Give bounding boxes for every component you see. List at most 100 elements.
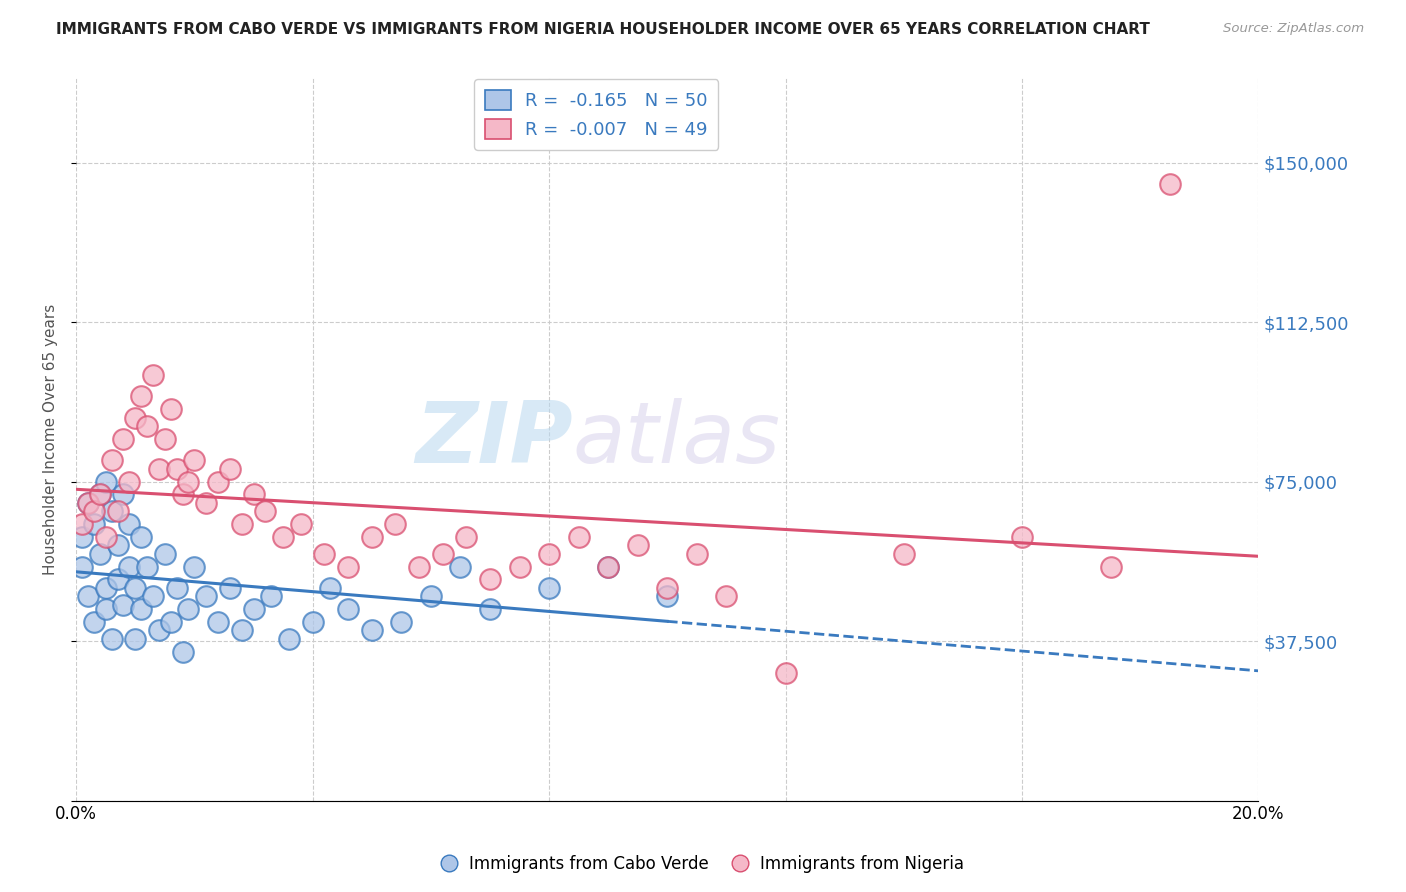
- Point: [686, 547, 709, 561]
- Point: [166, 581, 188, 595]
- Point: [271, 530, 294, 544]
- Point: [70, 517, 93, 532]
- Y-axis label: Householder Income Over 65 years: Householder Income Over 65 years: [44, 303, 58, 574]
- Point: [231, 517, 253, 532]
- Point: [568, 530, 591, 544]
- Point: [254, 504, 277, 518]
- Point: [148, 462, 170, 476]
- Text: Source: ZipAtlas.com: Source: ZipAtlas.com: [1223, 22, 1364, 36]
- Point: [70, 530, 93, 544]
- Point: [195, 496, 218, 510]
- Point: [118, 475, 141, 489]
- Point: [290, 517, 312, 532]
- Point: [301, 615, 323, 629]
- Point: [893, 547, 915, 561]
- Point: [432, 547, 454, 561]
- Point: [360, 624, 382, 638]
- Point: [70, 559, 93, 574]
- Legend: Immigrants from Cabo Verde, Immigrants from Nigeria: Immigrants from Cabo Verde, Immigrants f…: [436, 848, 970, 880]
- Point: [118, 559, 141, 574]
- Point: [153, 547, 176, 561]
- Point: [260, 590, 283, 604]
- Point: [77, 496, 100, 510]
- Point: [107, 538, 129, 552]
- Point: [100, 453, 122, 467]
- Point: [159, 615, 181, 629]
- Point: [100, 504, 122, 518]
- Point: [449, 559, 471, 574]
- Point: [1011, 530, 1033, 544]
- Point: [389, 615, 412, 629]
- Point: [94, 602, 117, 616]
- Point: [419, 590, 441, 604]
- Point: [1099, 559, 1122, 574]
- Point: [360, 530, 382, 544]
- Point: [207, 475, 229, 489]
- Point: [166, 462, 188, 476]
- Point: [278, 632, 301, 646]
- Point: [112, 432, 135, 446]
- Point: [337, 559, 360, 574]
- Point: [242, 487, 264, 501]
- Point: [598, 559, 620, 574]
- Point: [112, 487, 135, 501]
- Point: [384, 517, 406, 532]
- Point: [124, 410, 146, 425]
- Point: [478, 602, 501, 616]
- Point: [177, 475, 200, 489]
- Point: [100, 632, 122, 646]
- Point: [478, 573, 501, 587]
- Point: [136, 559, 159, 574]
- Point: [142, 590, 165, 604]
- Point: [319, 581, 342, 595]
- Point: [538, 547, 561, 561]
- Point: [314, 547, 336, 561]
- Point: [77, 590, 100, 604]
- Point: [148, 624, 170, 638]
- Point: [89, 547, 111, 561]
- Point: [118, 517, 141, 532]
- Point: [231, 624, 253, 638]
- Point: [159, 402, 181, 417]
- Point: [89, 487, 111, 501]
- Point: [1159, 177, 1181, 191]
- Point: [172, 487, 194, 501]
- Point: [94, 530, 117, 544]
- Point: [183, 559, 205, 574]
- Point: [337, 602, 360, 616]
- Point: [242, 602, 264, 616]
- Point: [129, 389, 152, 403]
- Point: [89, 487, 111, 501]
- Point: [177, 602, 200, 616]
- Point: [112, 598, 135, 612]
- Point: [124, 632, 146, 646]
- Point: [107, 504, 129, 518]
- Point: [77, 496, 100, 510]
- Point: [538, 581, 561, 595]
- Point: [218, 462, 240, 476]
- Text: ZIP: ZIP: [415, 398, 572, 481]
- Point: [408, 559, 430, 574]
- Point: [716, 590, 738, 604]
- Point: [172, 645, 194, 659]
- Point: [775, 665, 797, 680]
- Point: [627, 538, 650, 552]
- Text: IMMIGRANTS FROM CABO VERDE VS IMMIGRANTS FROM NIGERIA HOUSEHOLDER INCOME OVER 65: IMMIGRANTS FROM CABO VERDE VS IMMIGRANTS…: [56, 22, 1150, 37]
- Point: [142, 368, 165, 383]
- Point: [456, 530, 478, 544]
- Point: [195, 590, 218, 604]
- Point: [509, 559, 531, 574]
- Point: [107, 573, 129, 587]
- Point: [657, 581, 679, 595]
- Point: [124, 581, 146, 595]
- Point: [129, 602, 152, 616]
- Point: [183, 453, 205, 467]
- Point: [136, 419, 159, 434]
- Legend: R =  -0.165   N = 50, R =  -0.007   N = 49: R = -0.165 N = 50, R = -0.007 N = 49: [474, 79, 718, 150]
- Point: [94, 581, 117, 595]
- Point: [129, 530, 152, 544]
- Point: [153, 432, 176, 446]
- Point: [207, 615, 229, 629]
- Point: [83, 504, 105, 518]
- Point: [83, 517, 105, 532]
